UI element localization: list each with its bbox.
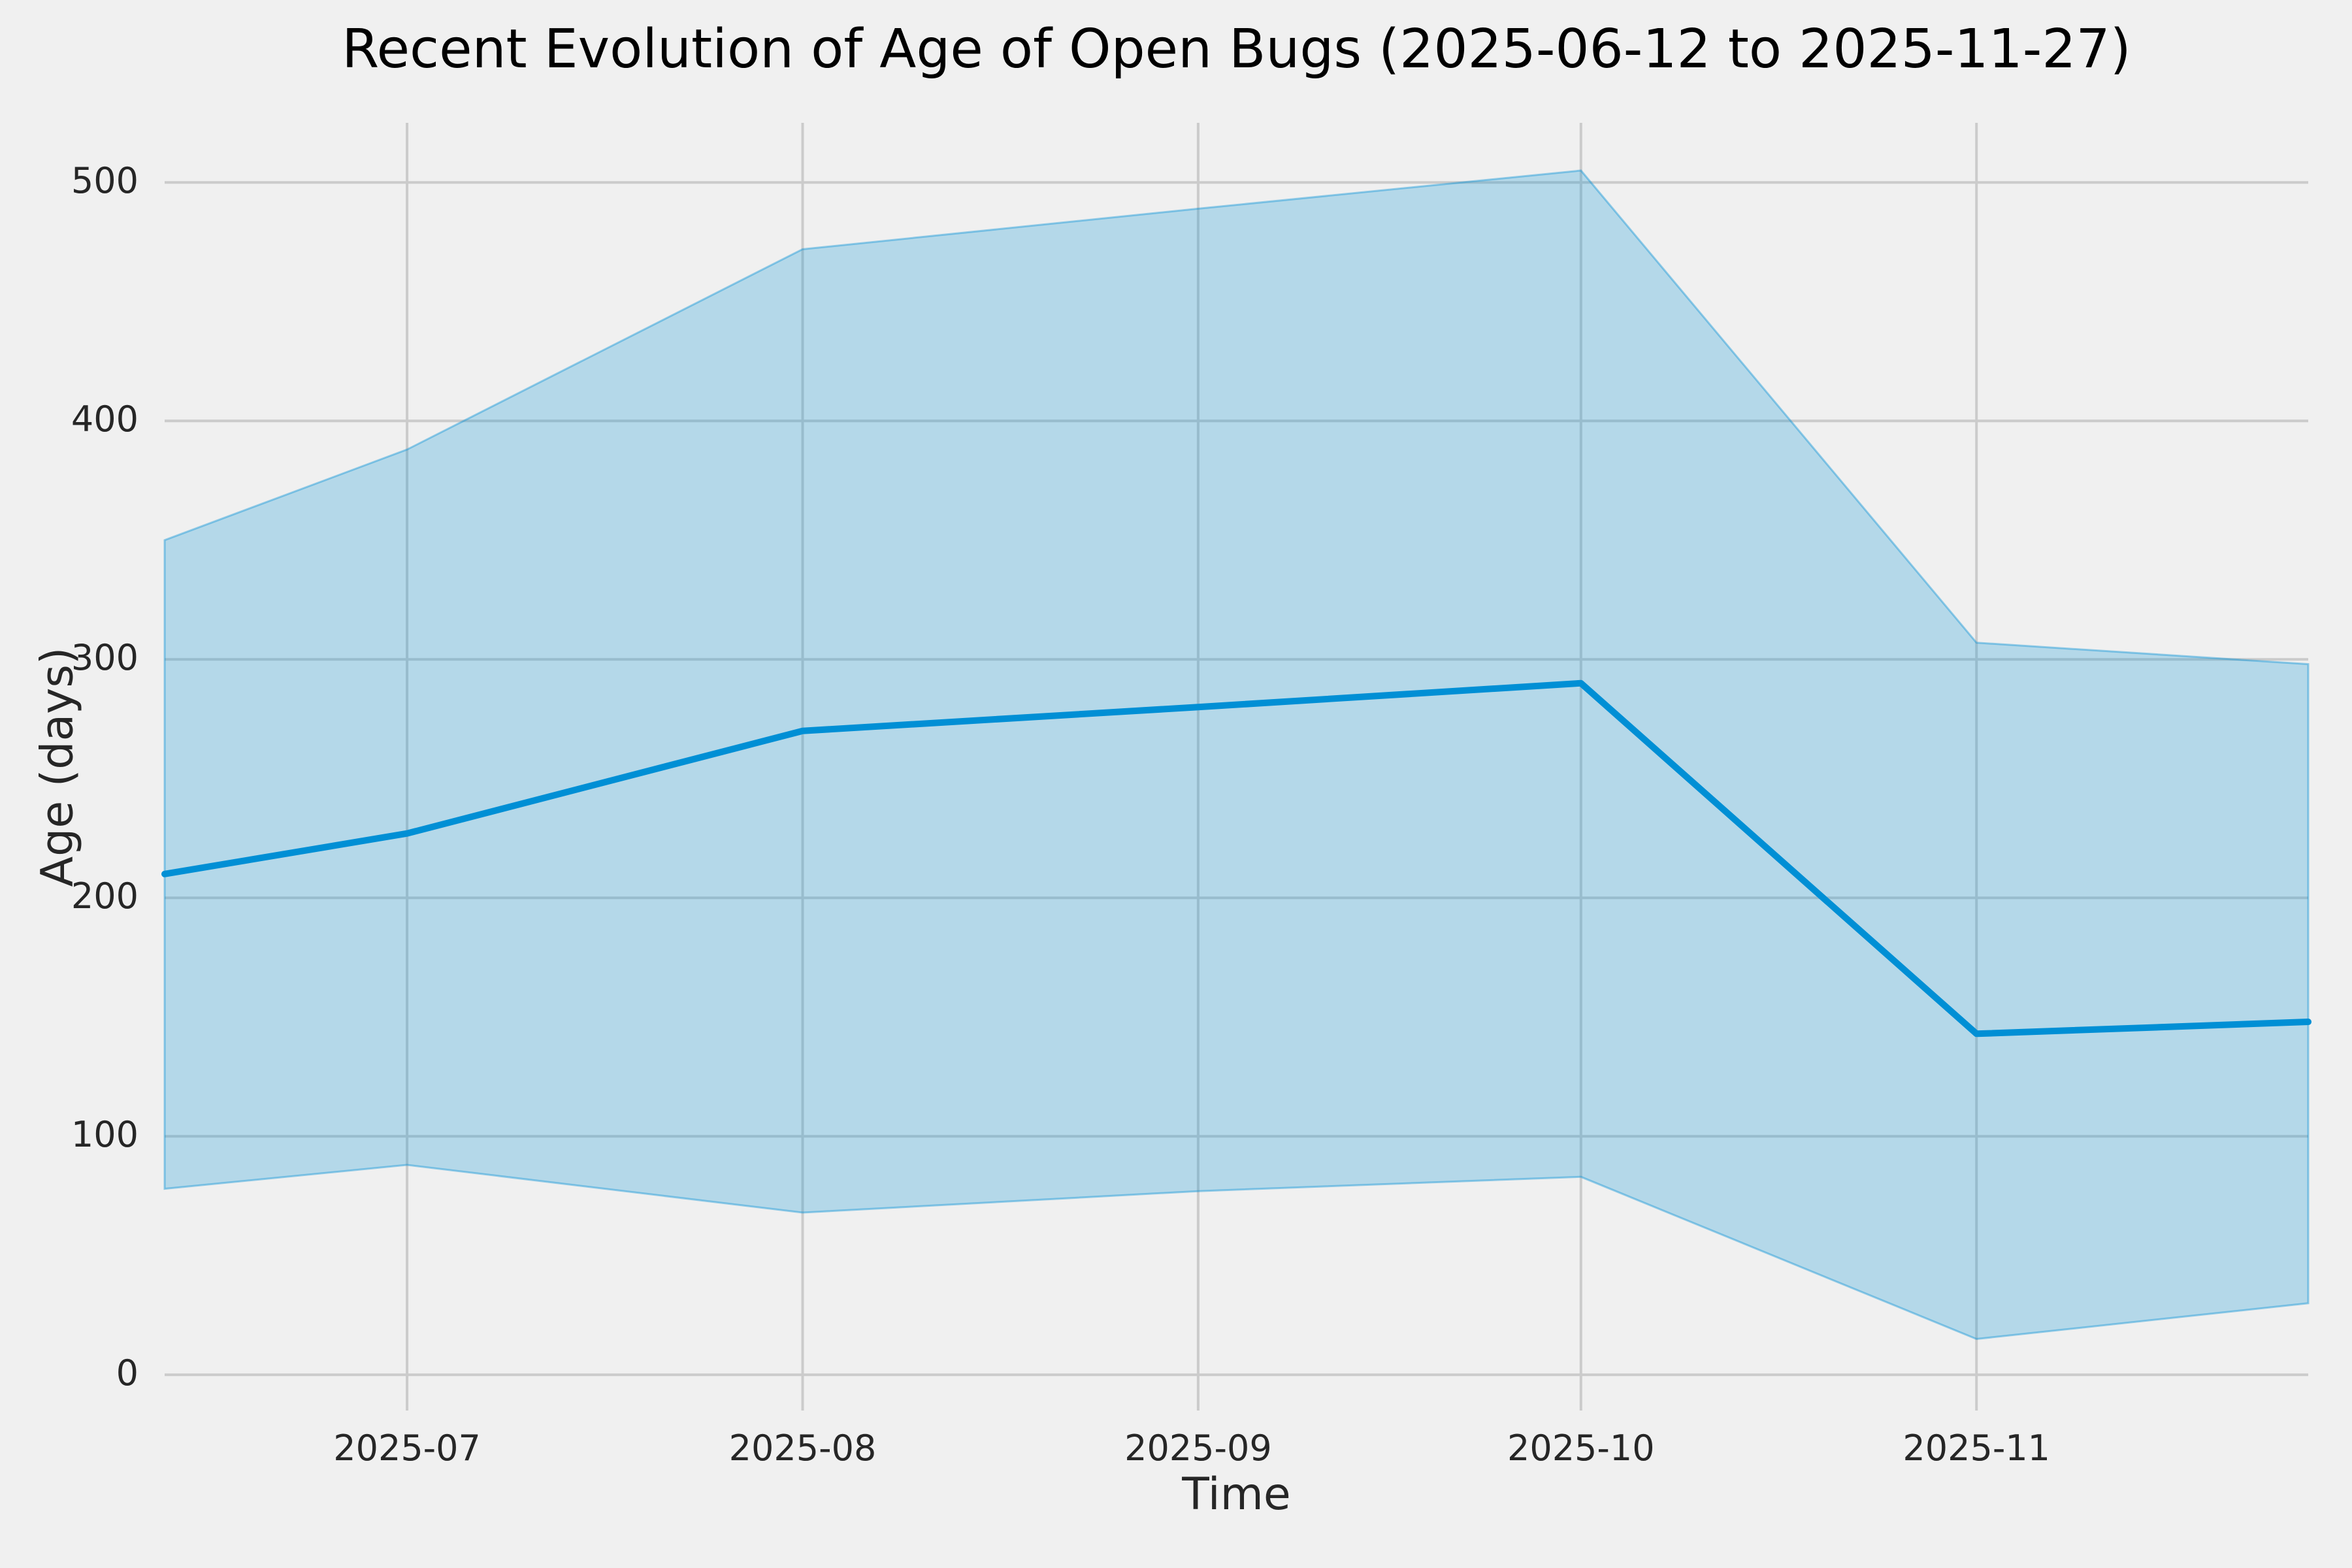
- x-tick-label: 2025-10: [1507, 1428, 1655, 1469]
- y-tick-label: 0: [116, 1352, 139, 1394]
- y-axis-label: Age (days): [31, 647, 84, 887]
- x-tick-label: 2025-11: [1903, 1428, 2051, 1469]
- age-median-line: [161, 679, 2311, 1037]
- x-tick-label: 2025-09: [1124, 1428, 1272, 1469]
- gridlines: [165, 123, 2308, 1411]
- chart-title: Recent Evolution of Age of Open Bugs (20…: [342, 18, 2131, 80]
- y-tick-label: 300: [71, 637, 139, 679]
- y-tick-label: 400: [71, 399, 139, 440]
- y-tick-label: 200: [71, 875, 139, 917]
- confidence-band: [163, 169, 2310, 1341]
- x-tick-label: 2025-07: [333, 1428, 481, 1469]
- x-axis-label: Time: [1182, 1469, 1291, 1520]
- x-tick-label: 2025-08: [728, 1428, 877, 1469]
- y-tick-label: 500: [71, 160, 139, 202]
- y-tick-label: 100: [71, 1114, 139, 1156]
